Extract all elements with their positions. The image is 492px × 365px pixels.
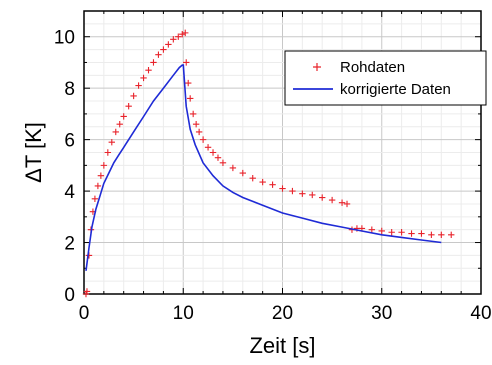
data-point: [269, 181, 276, 188]
data-point: [160, 46, 167, 53]
data-point: [185, 79, 192, 87]
data-point: [239, 169, 246, 177]
data-point: [428, 231, 435, 239]
data-point: [112, 128, 119, 136]
data-point: [94, 182, 102, 190]
data-point: [108, 139, 115, 146]
data-point: [125, 102, 132, 110]
data-point: [186, 95, 194, 102]
data-point: [175, 33, 182, 40]
data-point: [368, 226, 376, 233]
data-point: [199, 136, 207, 143]
y-tick-label: 4: [64, 182, 75, 203]
data-point: [398, 229, 405, 236]
data-point: [299, 190, 306, 197]
data-point: [150, 59, 157, 66]
data-point: [100, 162, 108, 169]
y-axis-title: ΔT [K]: [21, 122, 46, 183]
y-tick-label: 0: [64, 285, 75, 306]
data-point: [328, 196, 336, 204]
legend-label-korrigierte-daten: korrigierte Daten: [340, 81, 451, 98]
data-point: [189, 110, 197, 118]
x-tick-label: 40: [470, 303, 491, 324]
data-point: [192, 121, 200, 128]
data-point: [418, 230, 425, 237]
data-point: [343, 200, 351, 208]
data-point: [165, 41, 172, 48]
x-tick-label: 30: [371, 303, 392, 324]
data-point: [104, 149, 112, 156]
data-point: [135, 82, 142, 89]
data-point: [116, 121, 123, 128]
data-point: [120, 113, 127, 120]
y-tick-label: 10: [54, 28, 75, 49]
x-tick-label: 0: [79, 303, 90, 324]
data-point: [130, 92, 137, 100]
data-point: [289, 187, 296, 195]
data-point: [319, 194, 326, 201]
legend-marker-rohdaten: [313, 63, 321, 71]
x-tick-label: 20: [272, 303, 293, 324]
x-tick-labels: 0 10 20 30 40: [79, 303, 492, 324]
legend-label-rohdaten: Rohdaten: [340, 59, 405, 76]
data-point: [219, 159, 227, 166]
y-tick-label: 2: [64, 234, 75, 255]
legend-box: [284, 50, 487, 106]
y-tick-labels: 0 2 4 6 8 10: [54, 28, 76, 306]
data-point: [338, 199, 346, 206]
data-point: [204, 144, 212, 151]
data-point: [259, 178, 266, 186]
data-point: [309, 191, 316, 199]
data-point: [97, 172, 105, 179]
data-point: [83, 288, 91, 295]
data-point: [183, 59, 190, 66]
data-point: [195, 128, 203, 136]
data-point: [388, 229, 395, 236]
data-point: [140, 74, 147, 82]
legend-marker-plus: [313, 63, 321, 71]
data-point: [408, 230, 415, 237]
x-axis-title: Zeit [s]: [249, 333, 315, 358]
data-point: [182, 29, 189, 37]
data-point: [179, 30, 186, 38]
data-point: [214, 154, 222, 161]
data-point: [448, 231, 455, 239]
data-point: [279, 185, 286, 192]
y-tick-label: 8: [64, 79, 75, 100]
data-point: [209, 149, 217, 156]
x-tick-label: 10: [173, 303, 194, 324]
series-korrigierte-daten: [85, 64, 442, 271]
data-point: [249, 175, 256, 182]
data-point: [438, 231, 445, 239]
data-point: [155, 51, 162, 58]
data-point: [229, 164, 237, 172]
data-point: [91, 195, 99, 203]
data-point: [145, 66, 152, 74]
y-tick-label: 6: [64, 131, 75, 152]
data-point: [170, 36, 177, 43]
legend: Rohdaten korrigierte Daten: [284, 50, 487, 106]
data-point: [378, 227, 385, 235]
